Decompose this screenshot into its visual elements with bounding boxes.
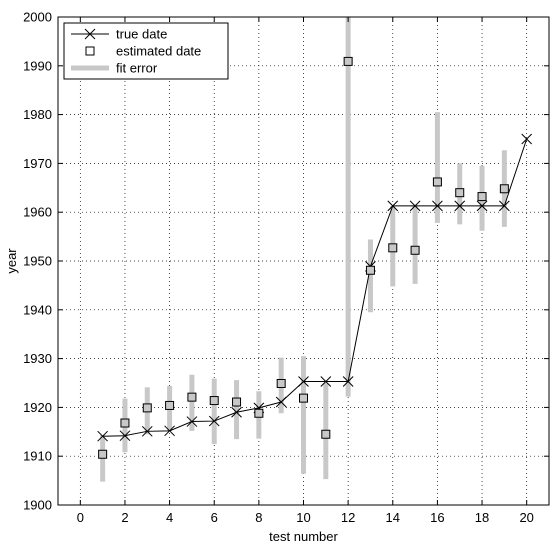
true-date-marker	[499, 200, 510, 212]
legend-label-true-date: true date	[116, 27, 167, 42]
true-date-line	[102, 138, 528, 437]
y-tick-label: 1980	[23, 107, 52, 122]
x-tick-label: 20	[519, 510, 533, 525]
estimated-date-marker	[299, 393, 308, 403]
true-date-marker	[320, 376, 332, 387]
estimated-date-marker	[276, 378, 286, 388]
estimated-date-series	[98, 56, 509, 459]
estimated-date-marker	[388, 243, 398, 253]
estimated-date-marker	[165, 400, 175, 410]
axis-ticks	[58, 16, 549, 506]
true-date-marker	[119, 430, 131, 442]
estimated-date-marker	[477, 192, 487, 202]
x-tick-label: 14	[386, 510, 400, 525]
y-axis-label: year	[4, 248, 19, 274]
true-date-marker	[342, 376, 354, 387]
legend-label-fit-error: fit error	[116, 61, 158, 76]
x-tick-label: 18	[475, 510, 489, 525]
true-date-marker	[476, 200, 488, 212]
legend-x-marker	[84, 28, 96, 40]
x-tick-label: 12	[341, 510, 355, 525]
estimated-date-marker	[410, 245, 420, 255]
true-date-marker	[454, 200, 466, 212]
legend: true date estimated date fit error	[63, 22, 229, 80]
estimated-date-marker	[432, 177, 442, 187]
estimated-date-marker	[142, 403, 152, 413]
y-tick-label: 1930	[23, 351, 52, 366]
x-axis-label: test number	[269, 529, 338, 544]
estimated-date-marker	[254, 408, 264, 418]
legend-label-estimated-date: estimated date	[116, 44, 201, 59]
estimated-date-marker	[98, 449, 108, 459]
y-tick-label: 1940	[23, 302, 52, 317]
true-date-marker	[298, 376, 309, 387]
estimated-date-marker	[365, 265, 375, 275]
true-date-marker	[521, 133, 533, 145]
estimated-date-marker	[499, 184, 509, 194]
true-date-marker	[409, 200, 421, 212]
y-tick-label: 1990	[23, 58, 52, 73]
x-tick-label: 2	[121, 510, 128, 525]
x-tick-label: 4	[166, 510, 173, 525]
estimated-date-marker	[343, 56, 353, 66]
x-tick-label: 16	[430, 510, 444, 525]
x-tick-label: 10	[296, 510, 310, 525]
true-date-marker	[231, 406, 242, 418]
estimated-date-marker	[232, 397, 242, 407]
x-tick-label: 0	[77, 510, 84, 525]
y-tick-label: 1900	[23, 498, 52, 513]
x-tick-label: 6	[211, 510, 218, 525]
x-tick-label: 8	[255, 510, 262, 525]
estimated-date-marker	[120, 418, 130, 428]
estimated-date-marker	[187, 392, 197, 402]
y-tick-label: 1920	[23, 400, 52, 415]
y-tick-label: 1960	[23, 205, 52, 220]
estimated-date-marker	[321, 429, 331, 439]
tick-labels: 0 2 4 6 8 10 12 14 16 18 20 1900 1910 1920 1930 1940 195…	[23, 10, 534, 526]
y-tick-label: 1910	[23, 449, 52, 464]
legend-symbol-estimated-date	[85, 46, 95, 56]
y-tick-label: 2000	[23, 10, 52, 25]
true-date-marker	[141, 425, 153, 437]
true-date-marker	[208, 415, 220, 427]
true-date-marker	[164, 425, 175, 437]
estimated-date-marker	[209, 396, 219, 406]
legend-symbol-true-date	[71, 28, 109, 40]
y-tick-label: 1950	[23, 254, 52, 269]
true-date-marker	[97, 430, 108, 442]
y-tick-label: 1970	[23, 156, 52, 171]
legend-square-marker	[85, 46, 95, 56]
true-date-marker	[186, 416, 198, 427]
estimated-date-marker	[455, 188, 465, 198]
true-date-marker	[432, 200, 443, 212]
true-date-marker	[275, 396, 287, 408]
true-date-marker	[387, 200, 399, 212]
